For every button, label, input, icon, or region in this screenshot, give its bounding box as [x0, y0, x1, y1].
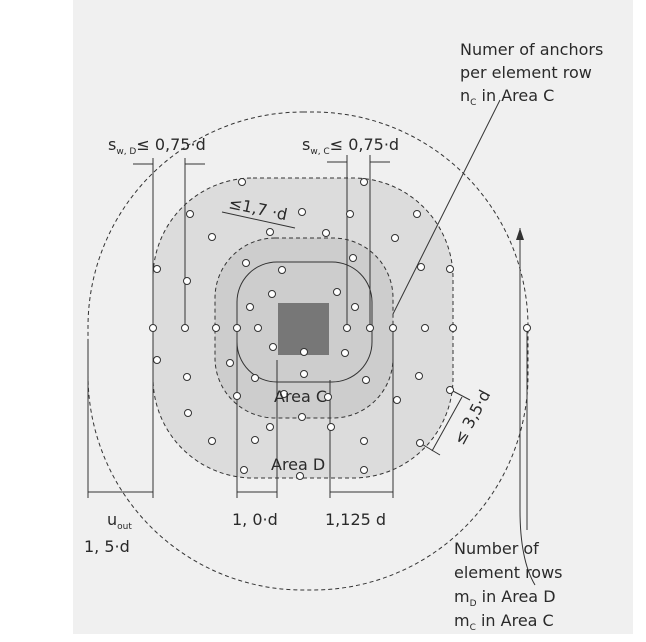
anchor — [523, 324, 531, 332]
anchor — [251, 436, 259, 444]
anchor — [268, 290, 276, 298]
anchor — [389, 324, 397, 332]
anchor — [362, 376, 370, 384]
anchor — [391, 234, 399, 242]
anchor — [449, 324, 457, 332]
anchor — [446, 386, 454, 394]
sw-d: sw, D≤ 0,75·d — [108, 135, 206, 157]
anchor — [183, 277, 191, 285]
column — [278, 303, 329, 355]
annotation-bottom-1: Number of — [454, 539, 539, 558]
anchor — [298, 208, 306, 216]
anchor — [346, 210, 354, 218]
anchor — [266, 423, 274, 431]
anchor — [351, 303, 359, 311]
anchor — [333, 288, 341, 296]
anchor — [186, 210, 194, 218]
anchor — [366, 324, 374, 332]
anchor — [296, 472, 304, 480]
anchors — [149, 178, 531, 480]
anchor — [327, 423, 335, 431]
anchor — [413, 210, 421, 218]
anchor — [149, 324, 157, 332]
anchor — [298, 413, 306, 421]
u-out: uout — [107, 510, 132, 532]
anchor — [349, 254, 357, 262]
anchor — [421, 324, 429, 332]
anchor — [233, 324, 241, 332]
inner-outline — [236, 261, 373, 383]
outer-boundary — [87, 111, 529, 591]
annotation-top-1: Numer of anchors — [460, 40, 603, 59]
annotation-bottom-2: element rows — [454, 563, 563, 582]
area-c: Area C — [274, 387, 327, 406]
anchor — [416, 439, 424, 447]
anchor — [212, 324, 220, 332]
sw-c: sw, C≤ 0,75·d — [302, 135, 399, 157]
area-d: Area D — [271, 455, 325, 474]
anchor — [240, 466, 248, 474]
anchor — [226, 359, 234, 367]
annotation-top-2: per element row — [460, 63, 592, 82]
anchor — [208, 437, 216, 445]
anchor — [246, 303, 254, 311]
anchor — [251, 374, 259, 382]
anchor — [343, 324, 351, 332]
anchor — [360, 178, 368, 186]
anchor — [393, 396, 401, 404]
anchor — [242, 259, 250, 267]
u-out-value: 1, 5·d — [84, 537, 130, 556]
anchor — [417, 263, 425, 271]
anchor — [254, 324, 262, 332]
anchor — [415, 372, 423, 380]
annotation-top-3: nC in Area C — [460, 86, 554, 108]
anchor — [300, 370, 308, 378]
anchor — [360, 466, 368, 474]
anchor — [238, 178, 246, 186]
anchor — [184, 409, 192, 417]
anchor — [360, 437, 368, 445]
anchor — [278, 266, 286, 274]
anchor — [208, 233, 216, 241]
annotation-bottom-3: mD in Area D — [454, 587, 556, 609]
anchor — [300, 348, 308, 356]
anchor — [446, 265, 454, 273]
anchor — [280, 390, 288, 398]
anchor — [183, 373, 191, 381]
anchor — [153, 356, 161, 364]
anchor — [269, 343, 277, 351]
anchor — [181, 324, 189, 332]
anchor — [233, 392, 241, 400]
dim-1: 1, 0·d — [232, 510, 278, 529]
anchor — [266, 228, 274, 236]
anchor — [322, 229, 330, 237]
annotation-bottom-4: mC in Area C — [454, 611, 554, 633]
anchor — [153, 265, 161, 273]
anchor — [341, 349, 349, 357]
anchor — [324, 393, 332, 401]
dim-2: 1,125 d — [325, 510, 386, 529]
dimension-lines — [87, 99, 536, 586]
